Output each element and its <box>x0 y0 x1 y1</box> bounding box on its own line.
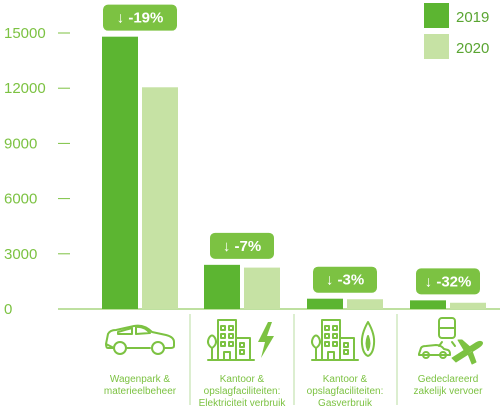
change-badge-label: ↓ -32% <box>425 273 472 290</box>
change-badge-label: ↓ -19% <box>117 10 164 27</box>
category-dividers <box>189 314 398 405</box>
category-label: materieelbeheer <box>104 386 177 397</box>
bar-2020-0 <box>142 87 178 309</box>
category-label: zakelijk vervoer <box>414 386 484 397</box>
change-badge-label: ↓ -7% <box>223 238 261 255</box>
gas-flame-icon <box>360 321 376 357</box>
bar-2020-3 <box>450 302 486 309</box>
legend-swatch-2019 <box>424 3 449 28</box>
legend: 2019 2020 <box>424 3 489 59</box>
category-label: Kantoor & <box>220 374 265 385</box>
y-tick-label: 15000 <box>4 25 46 42</box>
airplane-icon <box>451 339 483 365</box>
bar-2019-1 <box>204 264 240 309</box>
category-label: opslagfaciliteiten: <box>204 386 281 397</box>
legend-swatch-2020 <box>424 34 449 59</box>
category-label: Kantoor & <box>323 374 368 385</box>
bar-2019-2 <box>307 298 343 309</box>
legend-label-2020: 2020 <box>456 40 489 57</box>
y-tick-label: 3000 <box>4 246 37 263</box>
car-icon <box>105 324 175 355</box>
change-badge <box>313 266 377 293</box>
category-label: Gedeclareerd <box>418 374 479 385</box>
bar-2020-1 <box>244 267 280 309</box>
y-axis-ticks: 0 3000 6000 9000 12000 15000 <box>4 25 70 318</box>
change-badge <box>103 4 177 31</box>
car-icon <box>418 344 451 359</box>
bars <box>102 36 486 310</box>
change-badge-label: ↓ -3% <box>326 272 364 289</box>
category-label: Elektriciteit verbruik <box>199 398 287 409</box>
category-label: Wagenpark & <box>110 374 171 385</box>
bar-2020-2 <box>347 299 383 309</box>
bar-2019-0 <box>102 36 138 310</box>
lightning-bolt-icon <box>258 322 274 358</box>
legend-label-2019: 2019 <box>456 9 489 26</box>
y-tick-label: 0 <box>4 301 12 318</box>
y-tick-label: 6000 <box>4 191 37 208</box>
y-tick-label: 9000 <box>4 135 37 152</box>
bar-2019-3 <box>410 300 446 309</box>
category-label: Gasverbruik <box>318 398 373 409</box>
y-tick-label: 12000 <box>4 80 46 97</box>
change-badges: ↓ -19% ↓ -7% ↓ -3% ↓ -32% <box>103 4 480 295</box>
category-icons <box>105 317 483 365</box>
office-building-icon <box>207 319 255 361</box>
category-label: opslagfaciliteiten: <box>307 386 384 397</box>
train-icon <box>438 317 456 347</box>
change-badge <box>416 268 480 295</box>
change-badge <box>210 232 274 259</box>
office-building-icon <box>311 319 359 361</box>
